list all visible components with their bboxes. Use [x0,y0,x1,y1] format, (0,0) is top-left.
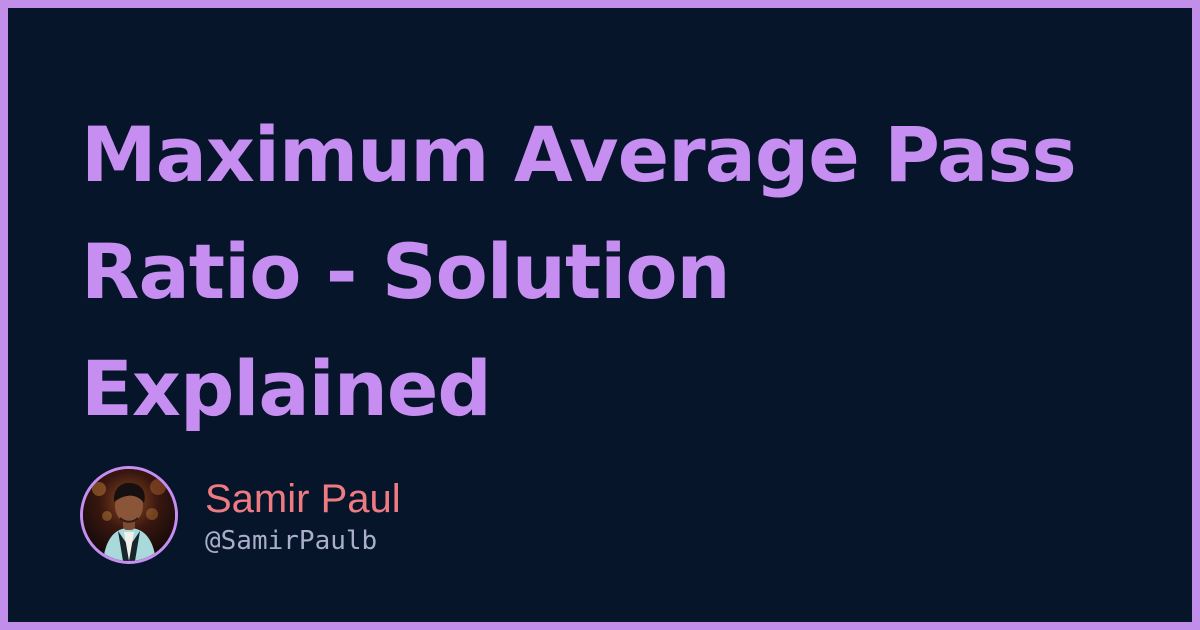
title-line-3: Explained [81,344,492,433]
avatar-portrait-icon [83,469,175,561]
author-block: Samir Paul @SamirPaulb [80,466,680,566]
page-title: Maximum Average Pass Ratio - Solution Ex… [81,96,1141,447]
author-name: Samir Paul [205,477,401,521]
author-avatar [80,466,178,564]
title-line-2: Ratio - Solution [81,227,731,316]
author-handle: @SamirPaulb [205,526,378,556]
title-line-1: Maximum Average Pass [81,110,1077,199]
